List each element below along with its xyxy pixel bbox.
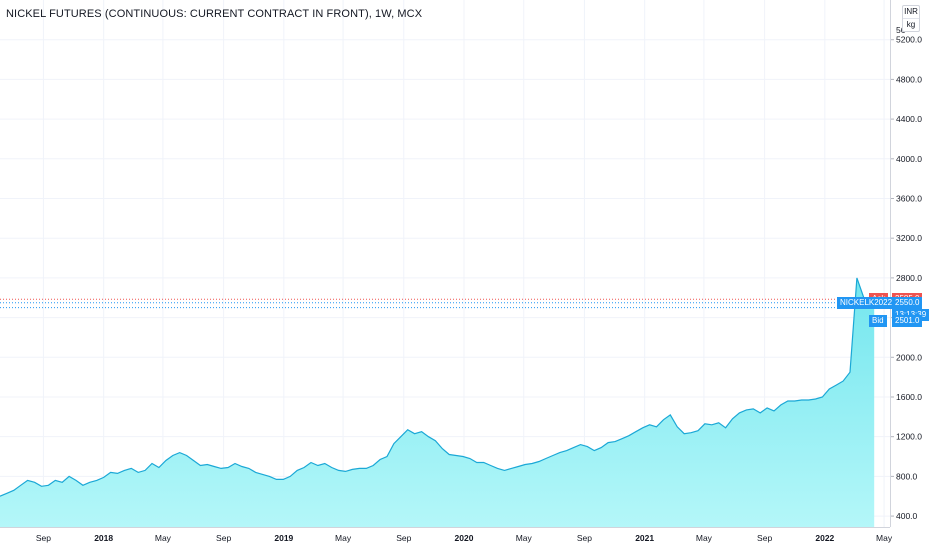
weight-unit: kg xyxy=(906,20,916,29)
price-tick-label: 4800.0 xyxy=(896,74,922,84)
price-tick-label: 56 xyxy=(896,25,906,35)
time-tick-label: Sep xyxy=(216,533,231,543)
time-tick-label: Sep xyxy=(36,533,51,543)
price-tick-label: 4400.0 xyxy=(896,114,922,124)
price-tick-label: 1600.0 xyxy=(896,392,922,402)
unit-selector[interactable]: INR kg xyxy=(902,5,920,32)
symbol-label: NICKELK2022 xyxy=(837,296,896,309)
price-line xyxy=(0,277,875,497)
price-area xyxy=(0,277,875,527)
gridlines xyxy=(0,0,890,527)
bid-price-tag: 2501.0 xyxy=(892,314,923,327)
price-tick-label: 400.0 xyxy=(896,511,918,521)
time-tick-label: 2019 xyxy=(274,533,293,543)
price-tick-label: 4000.0 xyxy=(896,154,922,164)
price-reference-lines xyxy=(0,298,890,309)
time-tick-label: May xyxy=(876,533,893,543)
time-tick-label: Sep xyxy=(577,533,592,543)
price-series xyxy=(0,277,875,527)
time-tick-label: May xyxy=(696,533,713,543)
time-tick-label: 2021 xyxy=(635,533,654,543)
time-tick-label: 2022 xyxy=(815,533,834,543)
currency-unit: INR xyxy=(904,7,918,16)
chart-title: NICKEL FUTURES (CONTINUOUS: CURRENT CONT… xyxy=(6,8,423,20)
unit-divider xyxy=(903,18,919,19)
time-tick-label: May xyxy=(155,533,172,543)
price-tick-label: 2800.0 xyxy=(896,273,922,283)
time-tick-label: Sep xyxy=(757,533,772,543)
time-tick-label: 2018 xyxy=(94,533,113,543)
price-tick-label: 2000.0 xyxy=(896,352,922,362)
price-tick-label: 5200.0 xyxy=(896,35,922,45)
last-price-tag: 2550.0 xyxy=(892,296,923,309)
price-tick-label: 1200.0 xyxy=(896,432,922,442)
time-tick-label: Sep xyxy=(396,533,411,543)
price-tick-label: 3200.0 xyxy=(896,233,922,243)
time-tick-label: May xyxy=(516,533,533,543)
time-tick-label: May xyxy=(335,533,352,543)
time-tick-label: 2020 xyxy=(455,533,474,543)
bid-label: Bid xyxy=(869,314,887,327)
price-tick-label: 800.0 xyxy=(896,471,918,481)
price-tick-label: 3600.0 xyxy=(896,193,922,203)
